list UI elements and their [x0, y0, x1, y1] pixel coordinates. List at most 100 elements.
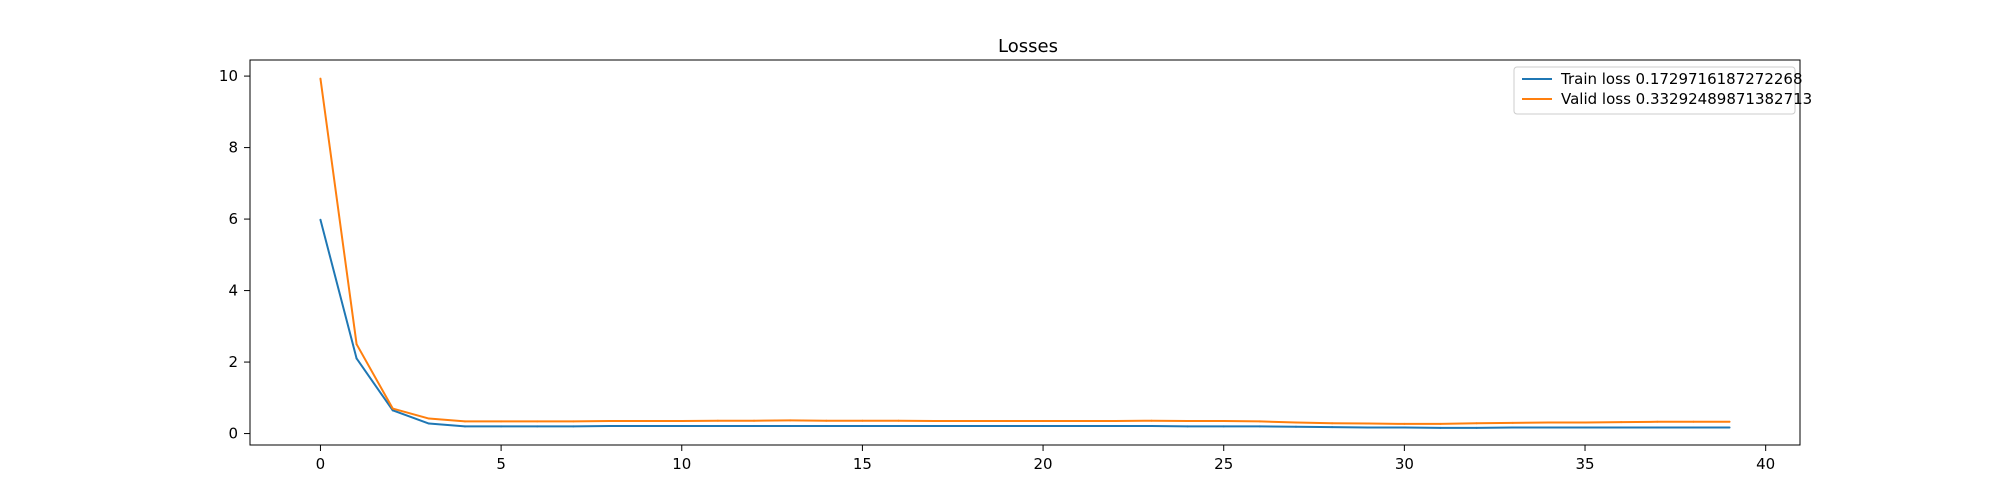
data-point: [1005, 420, 1008, 423]
data-point: [319, 77, 322, 80]
data-point: [608, 425, 611, 428]
y-tick-label: 0: [228, 425, 238, 443]
series-line-train: [319, 219, 1730, 429]
data-point: [1150, 425, 1153, 428]
y-tick-label: 10: [219, 67, 238, 85]
data-point: [355, 343, 358, 346]
data-point: [1258, 425, 1261, 428]
data-point: [1656, 426, 1659, 429]
data-point: [1403, 422, 1406, 425]
y-tick-label: 4: [228, 282, 238, 300]
data-point: [1547, 421, 1550, 424]
data-point: [1150, 419, 1153, 422]
data-point: [463, 425, 466, 428]
y-axis: 0 2 4 6 8 10: [219, 67, 250, 443]
data-point: [969, 420, 972, 423]
data-point: [500, 420, 503, 423]
data-point: [1222, 425, 1225, 428]
data-point: [1511, 421, 1514, 424]
data-point: [825, 419, 828, 422]
y-tick-label: 8: [228, 139, 238, 157]
data-point: [1656, 420, 1659, 423]
data-point: [969, 425, 972, 428]
data-point: [391, 409, 394, 412]
data-point: [427, 417, 430, 420]
data-point: [1331, 426, 1334, 429]
data-point: [644, 425, 647, 428]
data-point: [716, 419, 719, 422]
data-point: [1042, 420, 1045, 423]
data-point: [1692, 420, 1695, 423]
data-point: [861, 425, 864, 428]
data-point: [1078, 420, 1081, 423]
data-point: [1439, 422, 1442, 425]
data-point: [536, 420, 539, 423]
data-point: [716, 425, 719, 428]
y-tick-label: 6: [228, 210, 238, 228]
data-point: [319, 218, 322, 221]
data-point: [1331, 422, 1334, 425]
data-point: [608, 420, 611, 423]
data-point: [500, 425, 503, 428]
x-tick-label: 40: [1756, 455, 1775, 473]
data-point: [1620, 426, 1623, 429]
plot-frame: [249, 59, 1801, 446]
data-point: [1114, 420, 1117, 423]
data-point: [1403, 426, 1406, 429]
data-point: [933, 420, 936, 423]
data-point: [536, 425, 539, 428]
data-point: [1367, 422, 1370, 425]
data-point: [1547, 426, 1550, 429]
data-point: [753, 419, 756, 422]
data-point: [897, 425, 900, 428]
y-tick-label: 2: [228, 353, 238, 371]
data-point: [1584, 421, 1587, 424]
plot-lines: [319, 77, 1731, 429]
data-point: [789, 425, 792, 428]
data-point: [1042, 425, 1045, 428]
data-point: [1222, 420, 1225, 423]
data-point: [355, 357, 358, 360]
data-point: [463, 420, 466, 423]
data-point: [1692, 426, 1695, 429]
legend-box: [1513, 66, 1796, 115]
data-point: [789, 419, 792, 422]
data-point: [1475, 422, 1478, 425]
data-point: [427, 422, 430, 425]
legend-label-valid: Valid loss 0.33292489871382713: [1561, 90, 1812, 108]
data-point: [1728, 426, 1731, 429]
data-point: [825, 425, 828, 428]
data-point: [1584, 426, 1587, 429]
data-point: [753, 425, 756, 428]
data-point: [1294, 421, 1297, 424]
x-tick-label: 10: [672, 455, 691, 473]
x-tick-label: 25: [1214, 455, 1233, 473]
data-point: [1475, 426, 1478, 429]
legend-label-train: Train loss 0.1729716187272268: [1560, 70, 1803, 88]
data-point: [1439, 426, 1442, 429]
data-point: [933, 425, 936, 428]
data-point: [1511, 426, 1514, 429]
data-point: [644, 420, 647, 423]
chart-title: Losses: [998, 36, 1058, 57]
legend: Train loss 0.1729716187272268 Valid loss…: [1513, 66, 1812, 115]
data-point: [1078, 425, 1081, 428]
data-point: [572, 425, 575, 428]
data-point: [1186, 420, 1189, 423]
data-point: [680, 420, 683, 423]
data-point: [1258, 420, 1261, 423]
data-point: [861, 419, 864, 422]
x-tick-label: 30: [1395, 455, 1414, 473]
data-point: [1005, 425, 1008, 428]
data-point: [572, 420, 575, 423]
data-point: [1620, 421, 1623, 424]
x-tick-label: 15: [853, 455, 872, 473]
data-point: [1294, 425, 1297, 428]
data-point: [1728, 420, 1731, 423]
data-point: [897, 419, 900, 422]
x-tick-label: 0: [316, 455, 326, 473]
data-point: [680, 425, 683, 428]
x-tick-label: 20: [1034, 455, 1053, 473]
x-tick-label: 5: [496, 455, 506, 473]
